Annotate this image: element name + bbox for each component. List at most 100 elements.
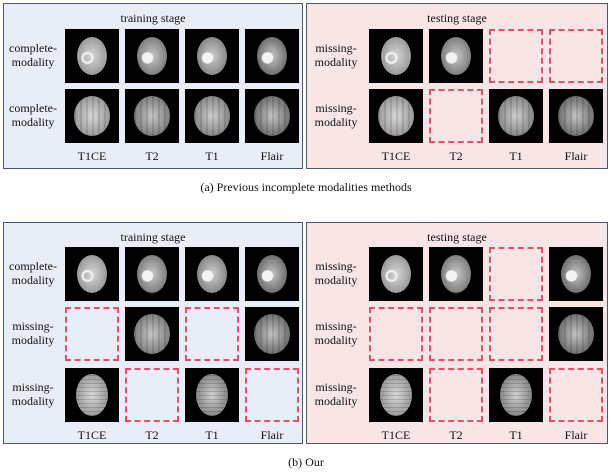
- missing-modality-placeholder: [429, 307, 483, 361]
- brain-scan: [441, 255, 471, 293]
- row-label: missing-modality: [307, 319, 365, 347]
- brain-scan: [134, 96, 170, 136]
- missing-modality-placeholder: [429, 368, 483, 422]
- modality-column-label: T1CE: [381, 428, 411, 442]
- modality-column-label: T1CE: [381, 149, 411, 163]
- modality-column-label: Flair: [260, 428, 284, 442]
- mri-slice-image: [125, 29, 179, 83]
- row-label: complete-modality: [4, 259, 62, 287]
- brain-scan: [137, 37, 167, 75]
- row-label: missing-modality: [307, 101, 365, 129]
- row-label: missing-modality: [4, 380, 62, 408]
- train-stage-panel: training stage complete-modality complete-…: [3, 3, 303, 169]
- row-label-line: complete-: [9, 259, 57, 273]
- row-label-line: modality: [11, 273, 55, 287]
- modality-column-label: T2: [145, 149, 159, 163]
- row-label-line: modality: [11, 394, 55, 408]
- modality-column-label: T1: [205, 428, 219, 442]
- missing-modality-placeholder: [429, 89, 483, 143]
- mri-slice-image: [185, 89, 239, 143]
- mri-slice-image: [369, 247, 423, 301]
- mri-slice-image: [245, 307, 299, 361]
- modality-column-label: Flair: [564, 428, 588, 442]
- row-label-line: modality: [11, 55, 55, 69]
- mri-slice-image: [245, 89, 299, 143]
- row-label: complete-modality: [4, 101, 62, 129]
- modality-column-label: T1: [205, 149, 219, 163]
- brain-scan: [77, 255, 107, 293]
- stage-title: training stage: [120, 11, 186, 25]
- missing-modality-placeholder: [549, 29, 603, 83]
- mri-slice-image: [125, 247, 179, 301]
- mri-slice-image: [245, 29, 299, 83]
- brain-scan: [196, 374, 228, 416]
- mri-slice-image: [549, 89, 603, 143]
- mri-slice-image: [125, 307, 179, 361]
- brain-scan: [254, 96, 290, 136]
- row-label-line: missing-: [315, 319, 357, 333]
- row-label: missing-modality: [4, 319, 62, 347]
- brain-scan: [381, 255, 411, 293]
- mri-slice-image: [185, 368, 239, 422]
- brain-scan: [381, 37, 411, 75]
- brain-scan: [561, 255, 591, 293]
- modality-column-label: T1CE: [77, 149, 107, 163]
- mri-slice-image: [245, 247, 299, 301]
- missing-modality-placeholder: [549, 368, 603, 422]
- brain-scan: [498, 96, 534, 136]
- missing-modality-placeholder: [369, 307, 423, 361]
- row-label-line: missing-: [12, 319, 54, 333]
- stage-title: testing stage: [427, 230, 487, 244]
- test-stage-panel: testing stage missing-modality missing-mod…: [306, 3, 608, 169]
- test-stage-panel: testing stage missing-modality missing-mod…: [306, 222, 608, 444]
- mri-slice-image: [65, 247, 119, 301]
- row-label-line: modality: [314, 394, 358, 408]
- modality-column-label: Flair: [260, 149, 284, 163]
- train-stage-panel: training stage complete-modality missing-m…: [3, 222, 303, 444]
- mri-slice-image: [549, 307, 603, 361]
- modality-column-label: T2: [449, 428, 463, 442]
- row-label-line: modality: [314, 333, 358, 347]
- brain-scan: [254, 314, 290, 354]
- brain-scan: [257, 255, 287, 293]
- brain-scan: [380, 374, 412, 416]
- modality-column-label: Flair: [564, 149, 588, 163]
- missing-modality-placeholder: [245, 368, 299, 422]
- missing-modality-placeholder: [489, 307, 543, 361]
- mri-slice-image: [185, 29, 239, 83]
- modality-column-label: T2: [145, 428, 159, 442]
- mri-slice-image: [429, 29, 483, 83]
- modality-column-label: T1CE: [77, 428, 107, 442]
- modality-column-label: T1: [509, 149, 523, 163]
- missing-modality-placeholder: [489, 247, 543, 301]
- stage-title: training stage: [120, 230, 186, 244]
- brain-scan: [194, 96, 230, 136]
- mri-slice-image: [185, 247, 239, 301]
- brain-scan: [74, 96, 110, 136]
- mri-slice-image: [65, 29, 119, 83]
- row-label-line: missing-: [315, 41, 357, 55]
- row-label-line: missing-: [315, 259, 357, 273]
- missing-modality-placeholder: [489, 29, 543, 83]
- mri-slice-image: [489, 89, 543, 143]
- row-label-line: missing-: [315, 380, 357, 394]
- mri-slice-image: [65, 368, 119, 422]
- brain-scan: [197, 37, 227, 75]
- brain-scan: [558, 314, 594, 354]
- row-label-line: modality: [11, 115, 55, 129]
- modality-column-label: T1: [509, 428, 523, 442]
- row-label-line: complete-: [9, 101, 57, 115]
- brain-scan: [558, 96, 594, 136]
- row-label: complete-modality: [4, 41, 62, 69]
- row-label-line: complete-: [9, 41, 57, 55]
- missing-modality-placeholder: [65, 307, 119, 361]
- figure-caption: (a) Previous incomplete modalities metho…: [200, 180, 412, 194]
- brain-scan: [137, 255, 167, 293]
- row-label-line: modality: [314, 55, 358, 69]
- row-label: missing-modality: [307, 259, 365, 287]
- brain-scan: [378, 96, 414, 136]
- figure-caption: (b) Our: [288, 455, 324, 469]
- row-label: missing-modality: [307, 380, 365, 408]
- row-label-line: missing-: [315, 101, 357, 115]
- brain-scan: [500, 374, 532, 416]
